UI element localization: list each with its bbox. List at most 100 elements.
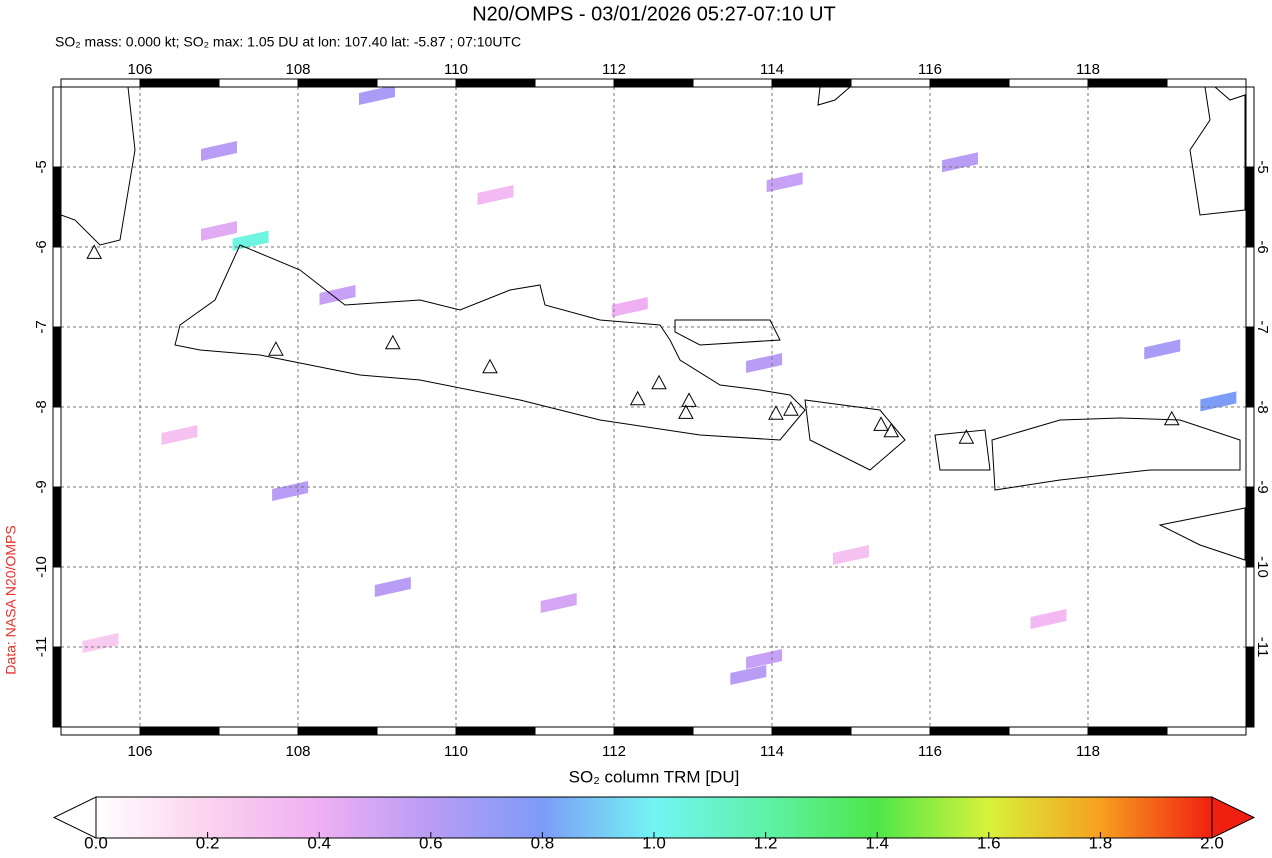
frame-bar (376, 78, 457, 88)
frame-bar (534, 78, 615, 88)
y-tick-label: -9 (1254, 480, 1271, 493)
frame-bar (139, 726, 220, 736)
so2-pixel (1144, 339, 1181, 360)
frame-bar (1087, 78, 1168, 88)
frame-bar (613, 726, 694, 736)
so2-pixel (232, 230, 269, 251)
x-tick-label: 110 (444, 743, 468, 760)
y-tick-label: -9 (33, 480, 50, 493)
x-tick-label: 112 (602, 61, 626, 78)
subtitle: SO₂ mass: 0.000 kt; SO₂ max: 1.05 DU at … (55, 34, 521, 50)
x-tick-label: 106 (127, 743, 152, 760)
frame-bar (1166, 726, 1247, 736)
x-tick-label: 116 (918, 743, 942, 760)
frame-bar (771, 78, 852, 88)
frame-bar (1087, 726, 1168, 736)
so2-pixel (374, 577, 411, 597)
so2-pixel (766, 172, 803, 193)
y-tick-label: -11 (1254, 637, 1271, 658)
frame-bar (929, 726, 1010, 736)
y-tick-label: -8 (33, 400, 50, 413)
colorbar-label: SO₂ column TRM [DU] (569, 767, 740, 786)
colorbar-tick-label: 1.8 (1089, 833, 1113, 852)
frame-bar (1245, 86, 1255, 168)
volcano (678, 404, 694, 419)
colorbar-tick-label: 2.0 (1200, 833, 1224, 852)
frame-bar (1008, 78, 1089, 88)
frame-bar (139, 78, 220, 88)
frame-bar (1245, 646, 1255, 728)
frame-bar (297, 726, 378, 736)
coastline (61, 87, 136, 246)
frame-bar (52, 406, 62, 488)
volcano (873, 416, 889, 431)
so2-pixel (1030, 609, 1067, 629)
colorbar-tick-label: 1.2 (754, 833, 778, 852)
frame-bar (455, 726, 536, 736)
so2-pixel (272, 481, 309, 501)
frame-bar (52, 486, 62, 568)
frame-bar (692, 726, 773, 736)
frame-bar (218, 78, 299, 88)
coastline (174, 244, 806, 441)
volcano (384, 334, 401, 350)
frame-bar (929, 78, 1010, 88)
frame-bar (455, 78, 536, 88)
coastline (991, 417, 1241, 491)
volcano (651, 374, 667, 390)
colorbar-tick-label: 0.8 (531, 833, 555, 852)
so2-pixel (730, 665, 767, 685)
frame-bar (297, 78, 378, 88)
map-frame (60, 86, 1247, 728)
frame-bar (1008, 726, 1089, 736)
so2-pixel (161, 425, 198, 445)
so2-pixel (477, 185, 514, 205)
volcano (268, 341, 284, 356)
colorbar-tick-label: 0.4 (307, 833, 331, 852)
y-tick-label: -5 (1254, 160, 1271, 173)
x-tick-label: 114 (760, 743, 784, 760)
so2-pixel (201, 221, 237, 241)
colorbar-tick-label: 1.0 (642, 833, 666, 852)
so2-pixel (942, 152, 979, 173)
x-tick-label: 108 (285, 743, 310, 760)
coastline (934, 429, 991, 471)
so2-pixel (540, 593, 577, 613)
frame-bar (60, 726, 141, 736)
so2-pixel (359, 87, 395, 105)
x-tick-label: 106 (127, 61, 152, 78)
y-tick-label: -7 (33, 320, 50, 333)
frame-bar (52, 326, 62, 408)
frame-bar (1245, 326, 1255, 408)
colorbar-tick-label: 0.0 (84, 833, 108, 852)
chart-title: N20/OMPS - 03/01/2026 05:27-07:10 UT (472, 3, 836, 25)
frame-bar (1166, 78, 1247, 88)
frame-bar (771, 726, 852, 736)
frame-bar (534, 726, 615, 736)
volcano (768, 405, 784, 420)
so2-pixel (833, 545, 869, 565)
coastline (674, 319, 781, 346)
colorbar-body (95, 796, 1213, 839)
volcano (883, 422, 900, 438)
y-tick-label: -10 (33, 556, 50, 578)
volcano (1163, 410, 1180, 426)
colorbar-tick-label: 0.2 (196, 833, 220, 852)
y-tick-label: -6 (33, 240, 50, 253)
y-tick-label: -10 (1254, 556, 1271, 578)
y-tick-label: -8 (1254, 400, 1271, 413)
frame-bar (1245, 486, 1255, 568)
map-area (61, 87, 1246, 727)
x-tick-label: 116 (918, 61, 942, 78)
volcano (681, 392, 697, 407)
colorbar: 0.0 0.2 0.4 0.6 0.8 1.0 1.2 1.4 1.6 1.8 2.0 (52, 796, 1256, 852)
colorbar-tick-label: 0.6 (419, 833, 443, 852)
coastline (1158, 507, 1246, 561)
so2-pixel (746, 353, 783, 373)
frame-bar (850, 726, 931, 736)
y-tick-label: -11 (33, 637, 50, 658)
so2-pixel (82, 633, 119, 653)
so2-pixel (611, 297, 648, 317)
colorbar-tick-label: 1.4 (865, 833, 889, 852)
